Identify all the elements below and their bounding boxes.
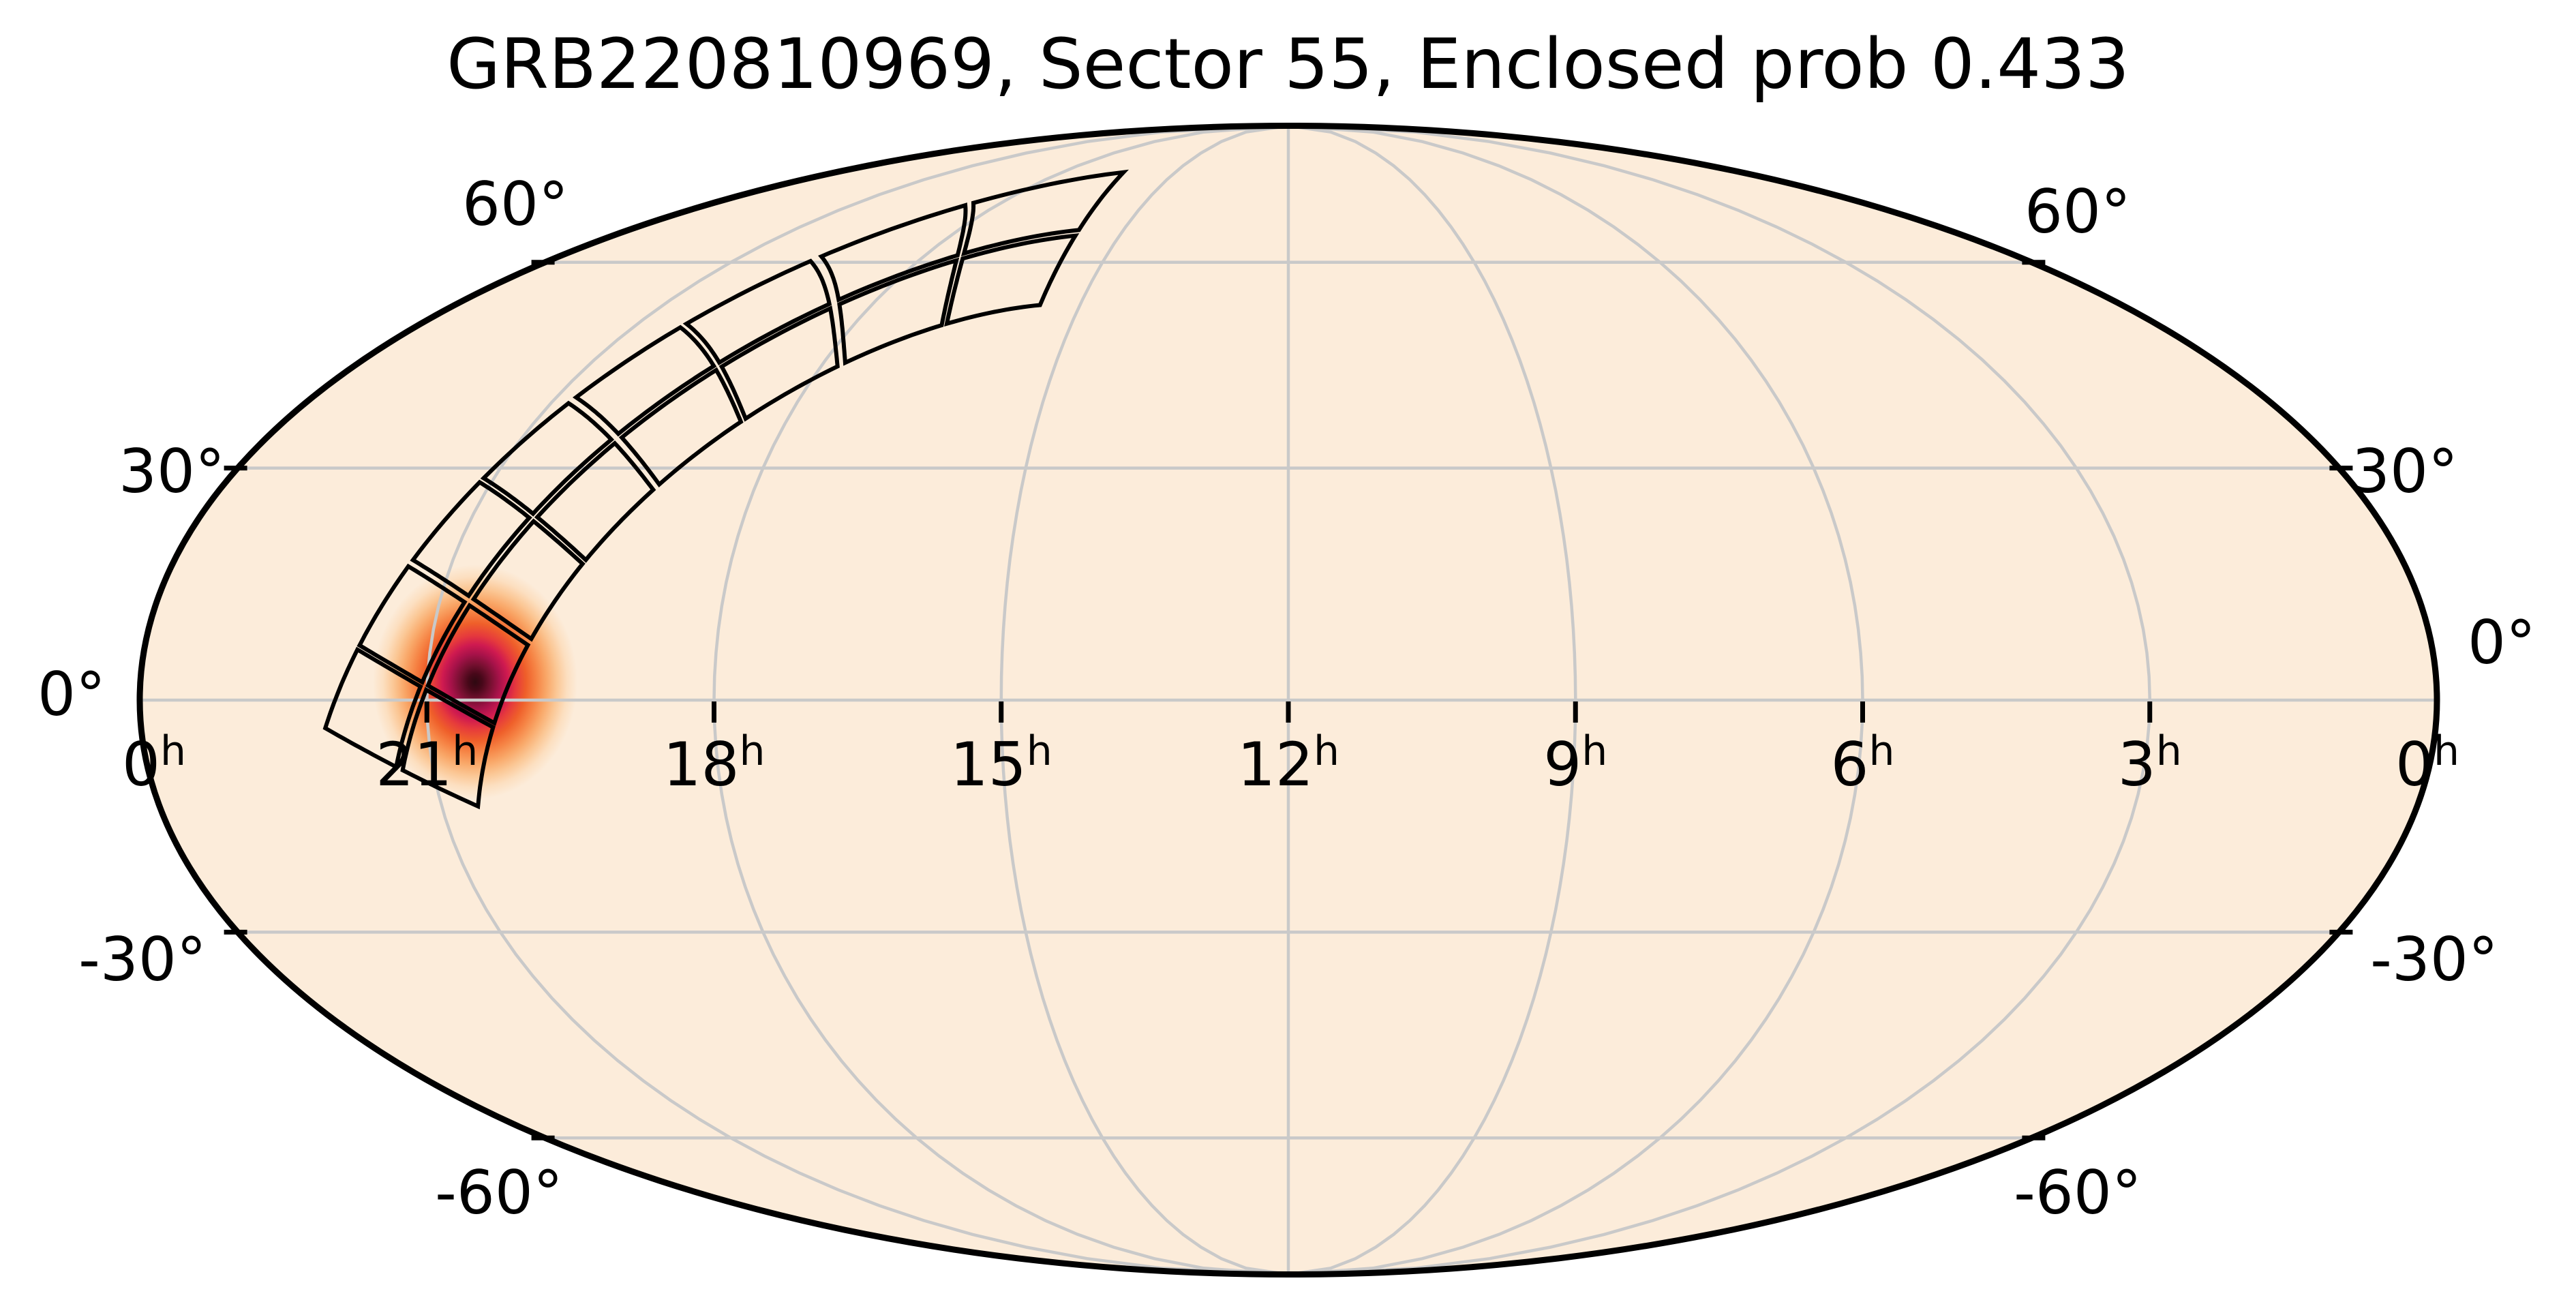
meridian-9h xyxy=(1288,124,1577,1276)
meridian-3h xyxy=(1288,124,2152,1276)
ra-label-6h-sup: h xyxy=(1868,727,1894,775)
ra-label-edge-right: 0h xyxy=(2395,727,2459,800)
sector-footprint xyxy=(322,169,1130,810)
footprint-ccd-cam3-r1c1 xyxy=(572,324,717,437)
footprint-ccd-cam2-r2c1 xyxy=(480,400,615,517)
graticule xyxy=(140,124,2437,1276)
footprint-ccd-cam2-r1c2 xyxy=(470,518,586,642)
probability-hotspot xyxy=(373,564,578,800)
footprint-ccd-cam4-r1c2 xyxy=(837,257,960,366)
dec-label-right-60: 60° xyxy=(2025,177,2131,247)
footprint-ccd-cam4-r2c1 xyxy=(960,169,1130,257)
dec-label-right-30: 30° xyxy=(2352,436,2458,507)
ra-label-edge-left-sup: h xyxy=(160,727,186,775)
footprint-ccd-cam2-r1c1 xyxy=(410,479,532,599)
dec-label-left--30: -30° xyxy=(78,924,207,995)
ra-label-9h: 9h xyxy=(1543,727,1607,800)
footprint-ccd-cam1-r1c1 xyxy=(322,646,423,770)
footprint-ccd-cam1-r2c1 xyxy=(357,563,468,686)
footprint-ccd-cam4-r1c1 xyxy=(818,202,968,303)
footprint-ccd-cam3-r1c2 xyxy=(618,367,744,487)
meridian-21h xyxy=(425,124,1289,1276)
dec-label-right--60: -60° xyxy=(2014,1158,2142,1228)
ra-label-18h-sup: h xyxy=(739,727,765,775)
chart-title: GRB220810969, Sector 55, Enclosed prob 0… xyxy=(446,24,2130,105)
ra-label-3h-sup: h xyxy=(2156,727,2182,775)
dec-label-right--30: -30° xyxy=(2370,924,2498,995)
ra-label-edge-right-sup: h xyxy=(2434,727,2459,775)
tick-marks xyxy=(224,260,2353,1140)
meridian-15h xyxy=(999,124,1289,1276)
ra-label-3h: 3h xyxy=(2118,727,2182,800)
dec-label-left-0: 0° xyxy=(37,659,106,729)
footprint-ccd-cam2-r2c2 xyxy=(534,440,656,563)
dec-label-left-60: 60° xyxy=(462,169,569,239)
footprint-ccd-cam1-r2c2 xyxy=(425,602,531,726)
footprint-ccd-cam3-r2c1 xyxy=(682,258,832,366)
dec-label-left--60: -60° xyxy=(435,1158,563,1228)
footprint-ccd-cam1-r1c2 xyxy=(400,686,496,810)
footprint-ccd-cam4-r2c2 xyxy=(944,233,1080,327)
ra-label-15h-sup: h xyxy=(1027,727,1052,775)
meridian-6h xyxy=(1288,124,1864,1276)
ra-label-21h-sup: h xyxy=(452,727,478,775)
ra-label-12h-sup: h xyxy=(1314,727,1339,775)
meridian-18h xyxy=(712,124,1289,1276)
sphere-outline xyxy=(136,123,2440,1278)
footprint-ccd-cam3-r2c2 xyxy=(718,305,840,422)
dec-label-right-0: 0° xyxy=(2468,607,2536,678)
dec-label-left-30: 30° xyxy=(119,436,225,507)
ra-label-9h-sup: h xyxy=(1581,727,1607,775)
